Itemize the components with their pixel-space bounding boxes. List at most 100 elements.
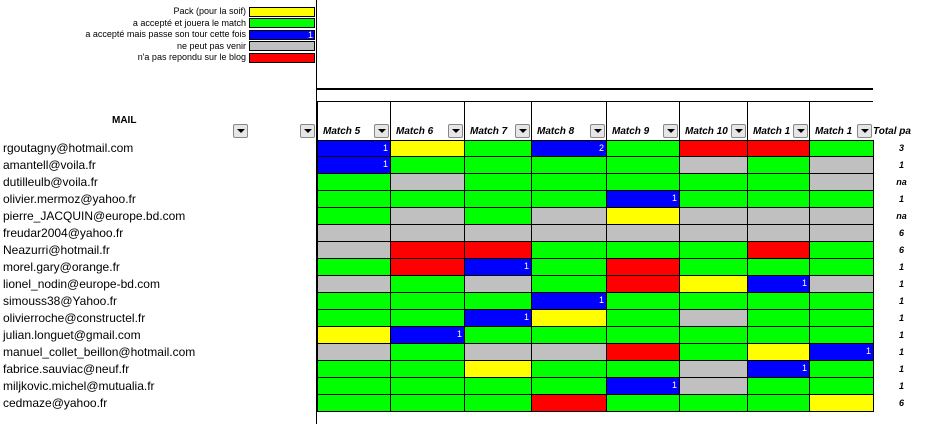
status-cell [317,327,391,344]
status-cell [464,225,532,242]
header-border-thin [316,101,873,102]
filter-dropdown-button[interactable] [300,124,315,138]
total-cell: 1 [898,381,904,391]
status-cell [747,293,810,310]
status-cell [390,361,465,378]
status-cell [679,395,748,412]
status-cell [606,276,680,293]
match-column-header: Match 6 [390,102,464,140]
email-cell: amantell@voila.fr [3,158,96,172]
match-column-label: Match 7 [470,126,508,137]
status-cell [317,174,391,191]
match-column-header: Match 1 [809,102,873,140]
status-cell [531,191,607,208]
status-cell [464,242,532,259]
status-cell [679,310,748,327]
status-cell [679,378,748,395]
status-cell [531,259,607,276]
status-cell [606,293,680,310]
filter-dropdown-button[interactable] [663,124,678,138]
total-cell: 6 [898,398,904,408]
status-cell [747,310,810,327]
header-border-thick [316,88,873,90]
status-cell [390,157,465,174]
status-cell [464,361,532,378]
email-cell: cedmaze@yahoo.fr [3,396,108,410]
total-cell: 1 [898,364,904,374]
status-cell [390,242,465,259]
status-cell: 1 [606,191,680,208]
status-cell [464,157,532,174]
legend-swatch [249,41,315,51]
status-cell [679,157,748,174]
status-cell [317,242,391,259]
email-cell: morel.gary@orange.fr [3,260,120,274]
status-cell [679,140,748,157]
total-cell: 1 [898,313,904,323]
status-cell [390,344,465,361]
status-cell [464,378,532,395]
status-cell [606,327,680,344]
status-cell [747,259,810,276]
status-cell: 1 [531,293,607,310]
legend-label: a accepté et jouera le match [132,17,246,28]
status-cell [464,276,532,293]
email-cell: olivier.mermoz@yahoo.fr [3,192,136,206]
filter-dropdown-button[interactable] [448,124,463,138]
status-cell [679,327,748,344]
filter-dropdown-button[interactable] [590,124,605,138]
legend-label: a accepté mais passe son tour cette fois [85,29,246,39]
total-cell: 6 [898,245,904,255]
status-cell [606,157,680,174]
status-cell [606,174,680,191]
status-cell [317,208,391,225]
email-cell: manuel_collet_beillon@hotmail.com [3,345,196,359]
legend-swatch [249,6,315,17]
status-cell [809,191,874,208]
status-cell [809,327,874,344]
status-cell [679,293,748,310]
filter-dropdown-button[interactable] [374,124,389,138]
status-cell [606,310,680,327]
total-column-header: Total pa [873,126,911,137]
status-cell [809,140,874,157]
status-cell: 1 [317,157,391,174]
status-cell [747,378,810,395]
status-cell [531,310,607,327]
status-cell [606,140,680,157]
status-cell [747,157,810,174]
status-cell [679,208,748,225]
status-cell [531,344,607,361]
filter-dropdown-button[interactable] [731,124,746,138]
match-column-header: Match 10 [679,102,747,140]
email-cell: lionel_nodin@europe-bd.com [3,277,160,291]
status-cell [679,174,748,191]
status-cell [809,361,874,378]
status-cell: 1 [747,276,810,293]
status-cell [317,361,391,378]
match-column-label: Match 9 [612,126,650,137]
status-cell [679,225,748,242]
status-cell [531,157,607,174]
status-cell [809,242,874,259]
status-cell [679,276,748,293]
status-cell [679,361,748,378]
filter-dropdown-button[interactable] [793,124,808,138]
status-cell [809,310,874,327]
match-column-label: Match 10 [685,126,728,137]
status-cell: 1 [464,259,532,276]
status-cell [747,191,810,208]
status-cell: 2 [531,140,607,157]
status-cell [464,395,532,412]
filter-dropdown-button[interactable] [515,124,530,138]
status-cell [390,395,465,412]
status-cell [606,344,680,361]
filter-dropdown-button[interactable] [857,124,872,138]
filter-dropdown-button[interactable] [233,124,248,138]
status-cell [809,174,874,191]
mail-column-header: MAIL [112,115,137,126]
status-cell [747,395,810,412]
status-cell: 1 [317,140,391,157]
status-cell [390,259,465,276]
status-cell [679,242,748,259]
